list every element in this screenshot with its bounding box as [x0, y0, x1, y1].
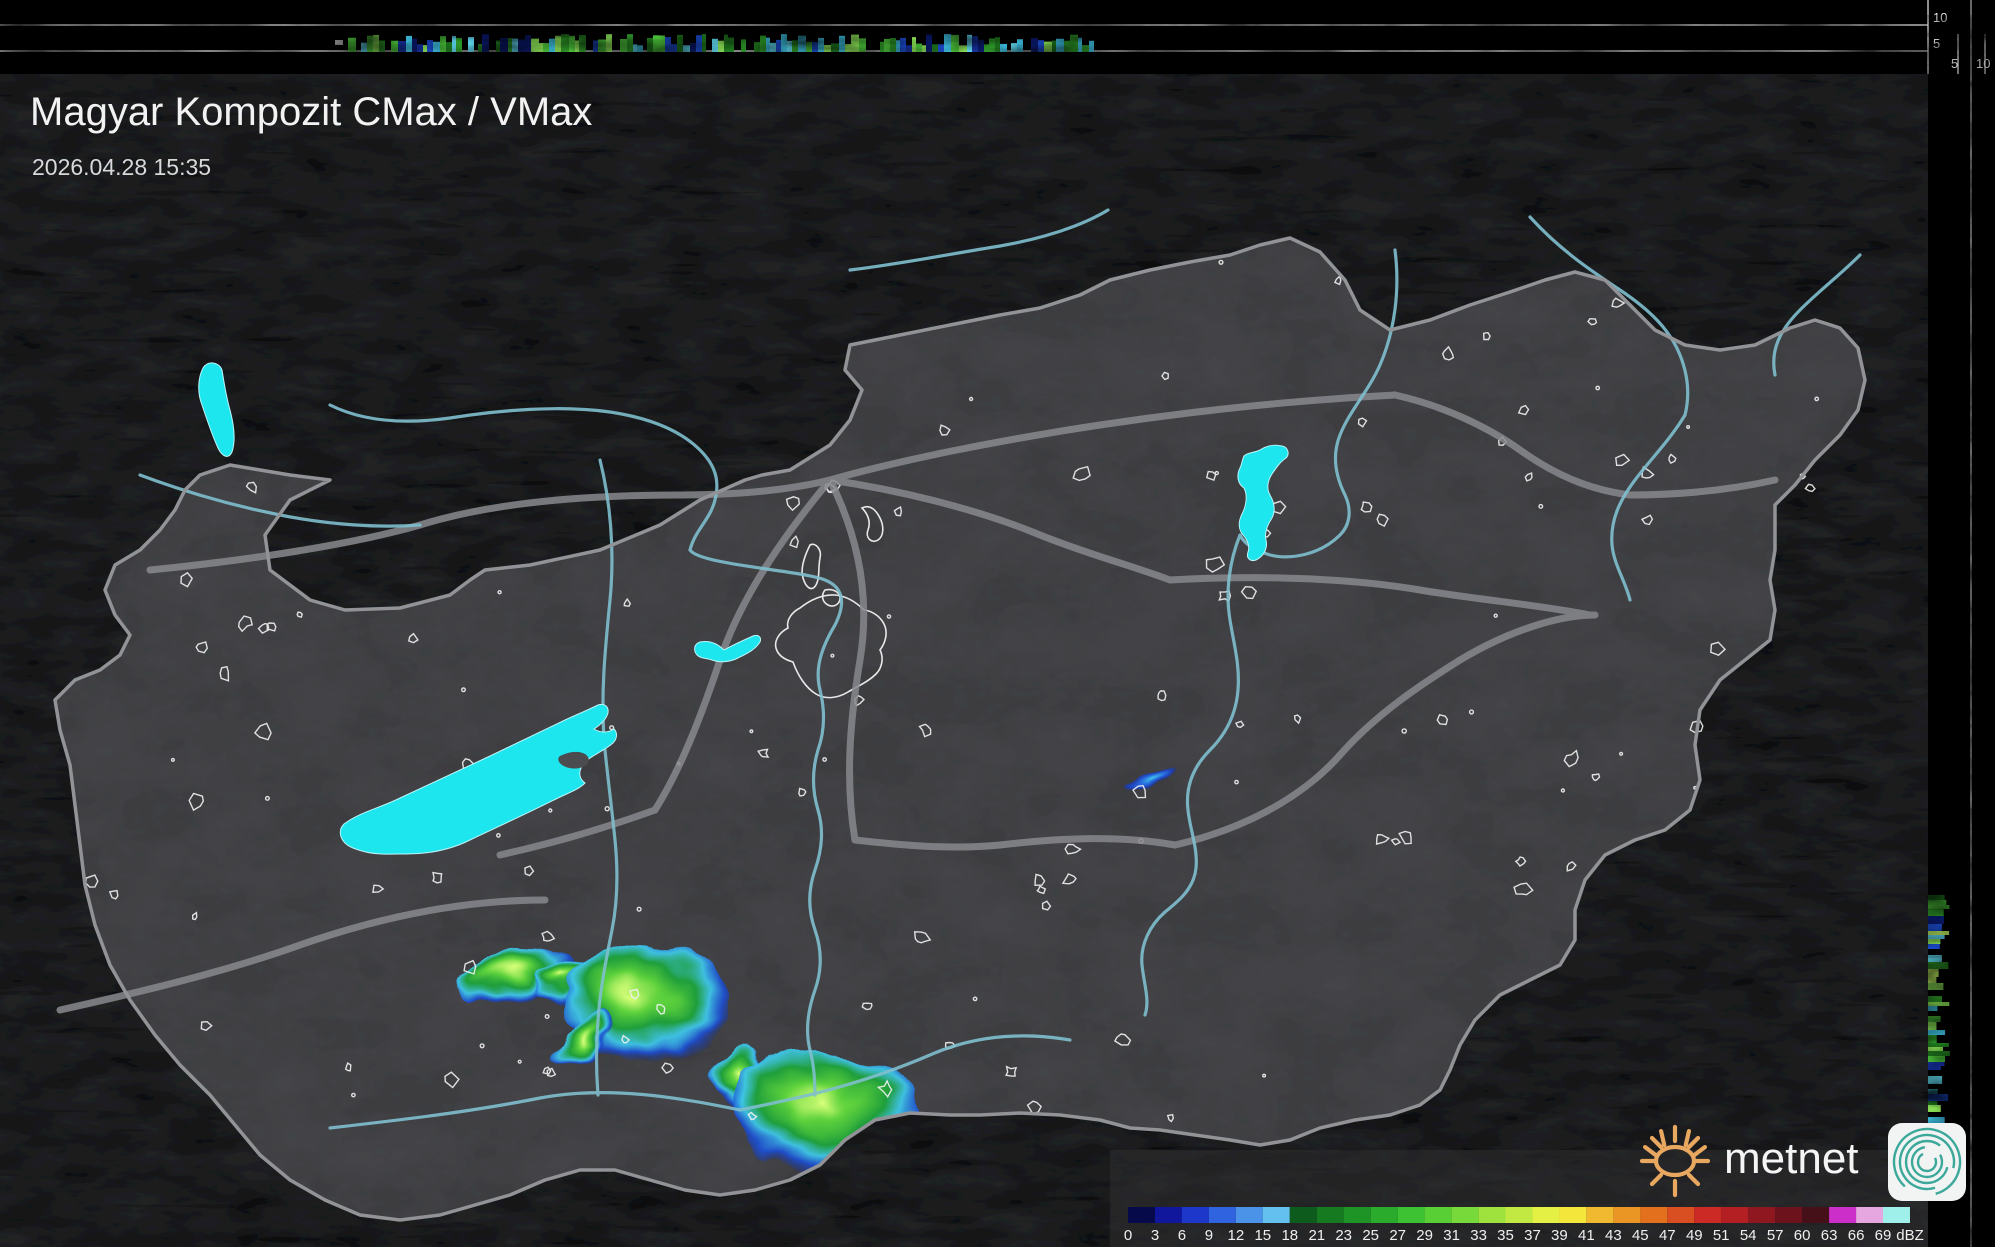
svg-text:29: 29 [1416, 1227, 1433, 1244]
svg-text:49: 49 [1686, 1227, 1703, 1244]
svg-text:21: 21 [1308, 1227, 1325, 1244]
svg-text:25: 25 [1362, 1227, 1379, 1244]
svg-text:metnet: metnet [1724, 1134, 1859, 1183]
svg-text:51: 51 [1713, 1227, 1730, 1244]
svg-text:27: 27 [1389, 1227, 1406, 1244]
svg-text:39: 39 [1551, 1227, 1568, 1244]
svg-text:35: 35 [1497, 1227, 1514, 1244]
svg-text:45: 45 [1632, 1227, 1649, 1244]
svg-text:31: 31 [1443, 1227, 1460, 1244]
svg-text:9: 9 [1205, 1227, 1213, 1244]
svg-text:66: 66 [1848, 1227, 1865, 1244]
svg-text:5: 5 [1951, 56, 1958, 71]
svg-text:23: 23 [1335, 1227, 1352, 1244]
svg-text:63: 63 [1821, 1227, 1838, 1244]
svg-text:dBZ: dBZ [1896, 1227, 1924, 1244]
svg-text:57: 57 [1767, 1227, 1784, 1244]
svg-text:37: 37 [1524, 1227, 1541, 1244]
svg-text:43: 43 [1605, 1227, 1622, 1244]
svg-text:47: 47 [1659, 1227, 1676, 1244]
svg-text:5: 5 [1933, 36, 1940, 51]
svg-text:10: 10 [1933, 10, 1947, 25]
svg-text:0: 0 [1124, 1227, 1132, 1244]
svg-text:6: 6 [1178, 1227, 1186, 1244]
svg-text:15: 15 [1254, 1227, 1271, 1244]
svg-text:3: 3 [1151, 1227, 1159, 1244]
svg-text:33: 33 [1470, 1227, 1487, 1244]
svg-text:10: 10 [1976, 56, 1990, 71]
svg-text:18: 18 [1281, 1227, 1298, 1244]
svg-text:69: 69 [1875, 1227, 1892, 1244]
svg-text:60: 60 [1794, 1227, 1811, 1244]
svg-text:54: 54 [1740, 1227, 1757, 1244]
svg-text:12: 12 [1228, 1227, 1245, 1244]
svg-text:41: 41 [1578, 1227, 1595, 1244]
